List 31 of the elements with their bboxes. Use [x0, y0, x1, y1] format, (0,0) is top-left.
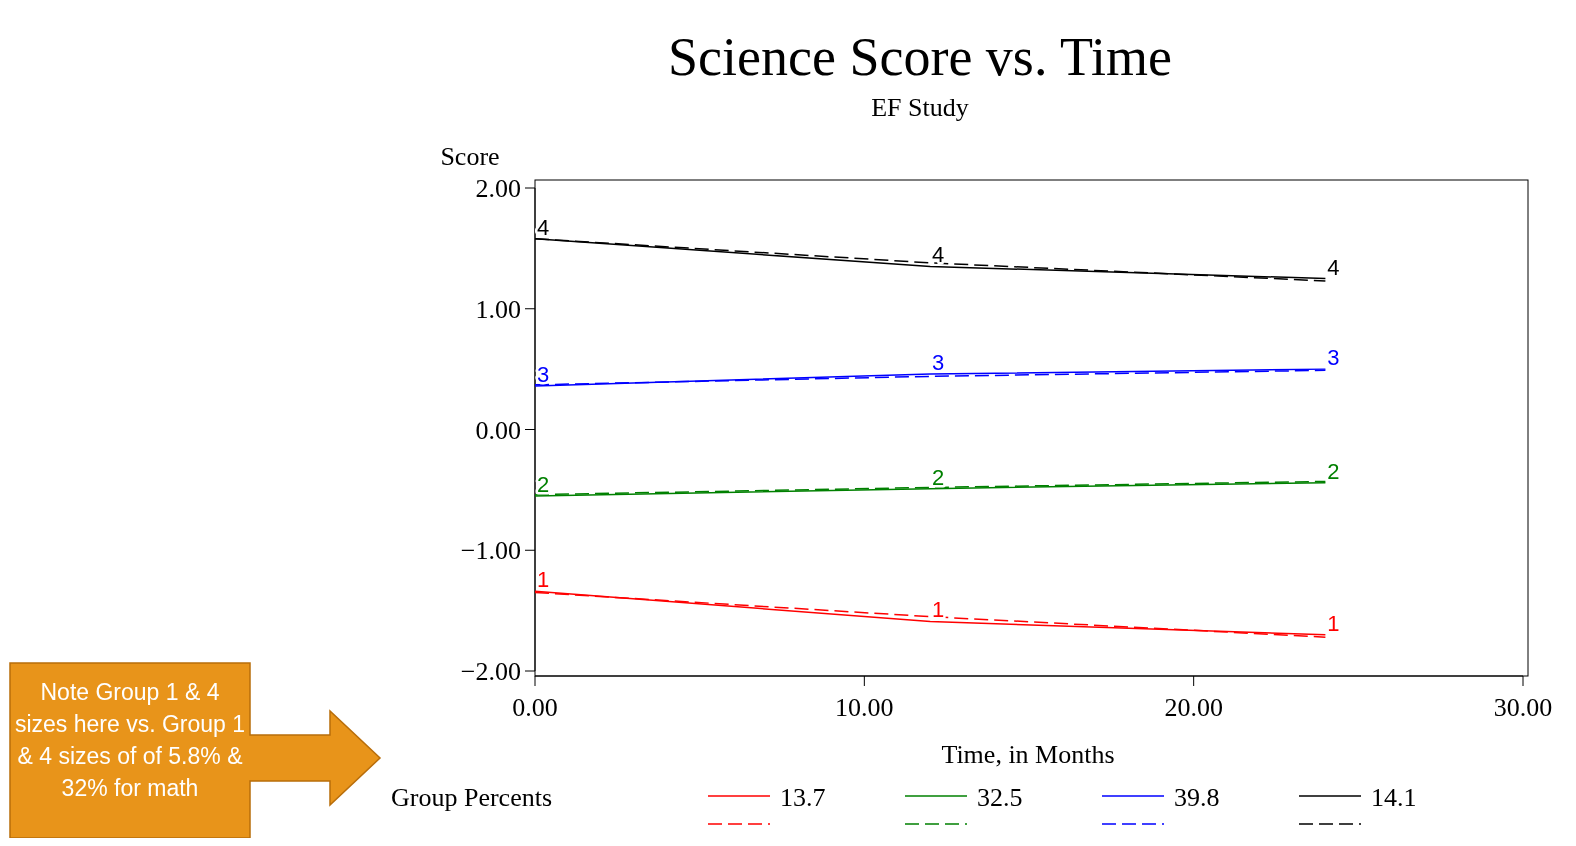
- annotation: 4: [1327, 254, 1340, 280]
- x-tick-label: 10.00: [835, 693, 894, 722]
- annotation: 2: [536, 471, 550, 497]
- chart-title: Science Score vs. Time: [668, 27, 1172, 87]
- chart-subtitle: EF Study: [871, 93, 969, 122]
- x-tick-label: 30.00: [1493, 693, 1553, 722]
- callout-arrow: Note Group 1 & 4 sizes here vs. Group 1 & 4 sizes of of 5.8% & 32% for math: [9, 662, 382, 838]
- annotation: 4: [932, 242, 945, 268]
- annotation: 3: [1327, 345, 1340, 371]
- x-axis-title: Time, in Months: [941, 740, 1115, 769]
- annotation: 4: [536, 214, 550, 240]
- x-tick-label: 0.00: [512, 693, 558, 722]
- legend-label: 39.8: [1174, 783, 1220, 812]
- y-tick-label: 1.00: [475, 294, 521, 324]
- annotation: 2: [1327, 458, 1340, 484]
- annotation: 3: [536, 362, 550, 388]
- annotation: 3: [932, 349, 945, 375]
- legend-title: Group Percents: [391, 783, 553, 812]
- annotation: 1: [536, 567, 550, 593]
- annotation: 1: [932, 597, 945, 623]
- annotation: 1: [1327, 610, 1340, 636]
- y-tick-label: 0.00: [475, 415, 521, 445]
- y-tick-label: −2.00: [460, 657, 521, 686]
- y-tick-label: 2.00: [475, 174, 521, 203]
- legend-label: 32.5: [977, 783, 1023, 812]
- x-tick-label: 20.00: [1164, 693, 1223, 722]
- legend-label: 14.1: [1371, 783, 1417, 812]
- y-axis-title: Score: [440, 142, 500, 171]
- y-tick-label: −1.00: [460, 536, 521, 566]
- annotation: 2: [932, 464, 945, 490]
- legend-label: 13.7: [780, 783, 826, 812]
